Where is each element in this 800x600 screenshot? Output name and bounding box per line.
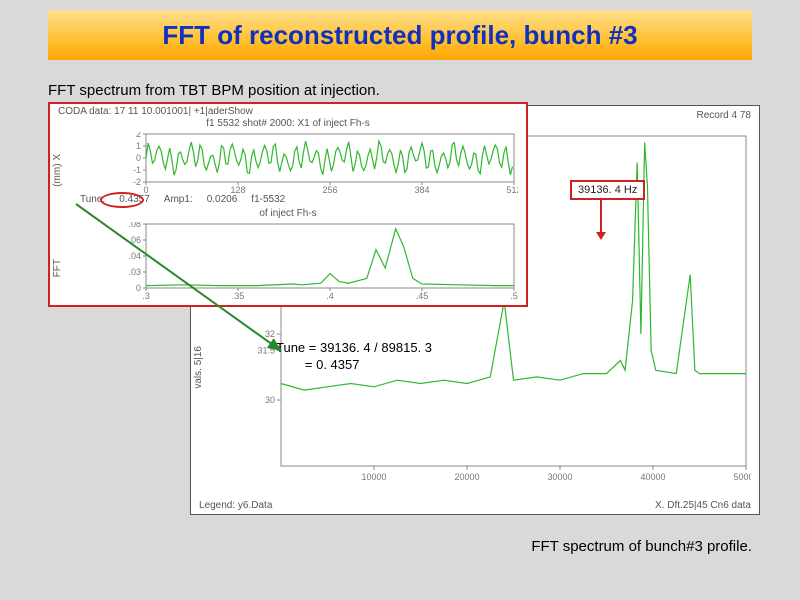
amp-value: 0.0206 bbox=[207, 194, 238, 205]
front-yaxis1-label: (mm) X bbox=[52, 154, 63, 187]
svg-text:.04: .04 bbox=[128, 251, 141, 261]
tune-circle-annotation bbox=[100, 192, 144, 208]
svg-text:2: 2 bbox=[136, 132, 141, 139]
tune-calc-line1: Tune = 39136. 4 / 89815. 3 bbox=[276, 340, 432, 357]
svg-text:.08: .08 bbox=[128, 222, 141, 229]
svg-text:128: 128 bbox=[230, 185, 245, 194]
svg-text:.35: .35 bbox=[232, 291, 245, 300]
svg-text:10000: 10000 bbox=[361, 472, 386, 482]
svg-text:-1: -1 bbox=[133, 165, 141, 175]
front-top-caption: CODA data: 17 11 10.001001| +1|aderShow bbox=[58, 106, 253, 117]
tune-calc-line2: = 0. 4357 bbox=[276, 357, 432, 374]
svg-text:30000: 30000 bbox=[547, 472, 572, 482]
svg-text:512: 512 bbox=[506, 185, 518, 194]
svg-text:32: 32 bbox=[265, 329, 275, 339]
back-panel-footer: Legend: y6.Data X. Dft.25|45 Cn6 data bbox=[191, 500, 759, 511]
svg-text:40000: 40000 bbox=[640, 472, 665, 482]
front-fft-plot: .3 .35 .4 .45 .5 0 .03 .04 .06 .08 bbox=[118, 222, 518, 300]
frequency-annotation-label: 39136. 4 Hz bbox=[578, 184, 637, 196]
slide-title: FFT of reconstructed profile, bunch #3 bbox=[162, 20, 637, 51]
svg-text:.03: .03 bbox=[128, 267, 141, 277]
svg-text:.5: .5 bbox=[510, 291, 518, 300]
bottom-caption: FFT spectrum of bunch#3 profile. bbox=[531, 538, 752, 555]
svg-text:256: 256 bbox=[322, 185, 337, 194]
amp-label: Amp1: bbox=[164, 194, 193, 205]
front-plot1-title: f1 5532 shot# 2000: X1 of inject Fh-s bbox=[50, 118, 526, 129]
tune-calculation-text: Tune = 39136. 4 / 89815. 3 = 0. 4357 bbox=[276, 340, 432, 374]
slide-title-bar: FFT of reconstructed profile, bunch #3 bbox=[48, 10, 752, 60]
front-yaxis2-label: FFT bbox=[52, 259, 63, 277]
svg-text:.06: .06 bbox=[128, 235, 141, 245]
subtitle-caption: FFT spectrum from TBT BPM position at in… bbox=[48, 82, 380, 99]
svg-text:0: 0 bbox=[143, 185, 148, 194]
back-footer-left: Legend: y6.Data bbox=[199, 500, 272, 511]
front-raw-plot: 0 128 256 384 512 -2 -1 0 1 2 bbox=[118, 132, 518, 194]
front-fname: f1-5532 bbox=[251, 194, 285, 205]
svg-text:0: 0 bbox=[136, 283, 141, 293]
svg-text:20000: 20000 bbox=[454, 472, 479, 482]
svg-text:31.5: 31.5 bbox=[257, 346, 275, 356]
svg-text:30: 30 bbox=[265, 395, 275, 405]
svg-text:0: 0 bbox=[136, 153, 141, 163]
svg-text:1: 1 bbox=[136, 141, 141, 151]
svg-text:50000: 50000 bbox=[733, 472, 751, 482]
svg-text:-2: -2 bbox=[133, 177, 141, 187]
frequency-annotation-box: 39136. 4 Hz bbox=[570, 180, 645, 200]
back-footer-right: X. Dft.25|45 Cn6 data bbox=[655, 500, 751, 511]
svg-text:.45: .45 bbox=[416, 291, 429, 300]
back-yaxis-label: vals. 5|16 bbox=[193, 346, 204, 389]
svg-text:.4: .4 bbox=[326, 291, 334, 300]
front-fft-panel: CODA data: 17 11 10.001001| +1|aderShow … bbox=[48, 102, 528, 307]
back-header-right: Record 4 78 bbox=[697, 110, 751, 121]
front-plot2-title: of inject Fh-s bbox=[50, 208, 526, 219]
svg-text:.3: .3 bbox=[142, 291, 150, 300]
svg-text:384: 384 bbox=[414, 185, 429, 194]
frequency-annotation-arrow bbox=[600, 200, 602, 232]
